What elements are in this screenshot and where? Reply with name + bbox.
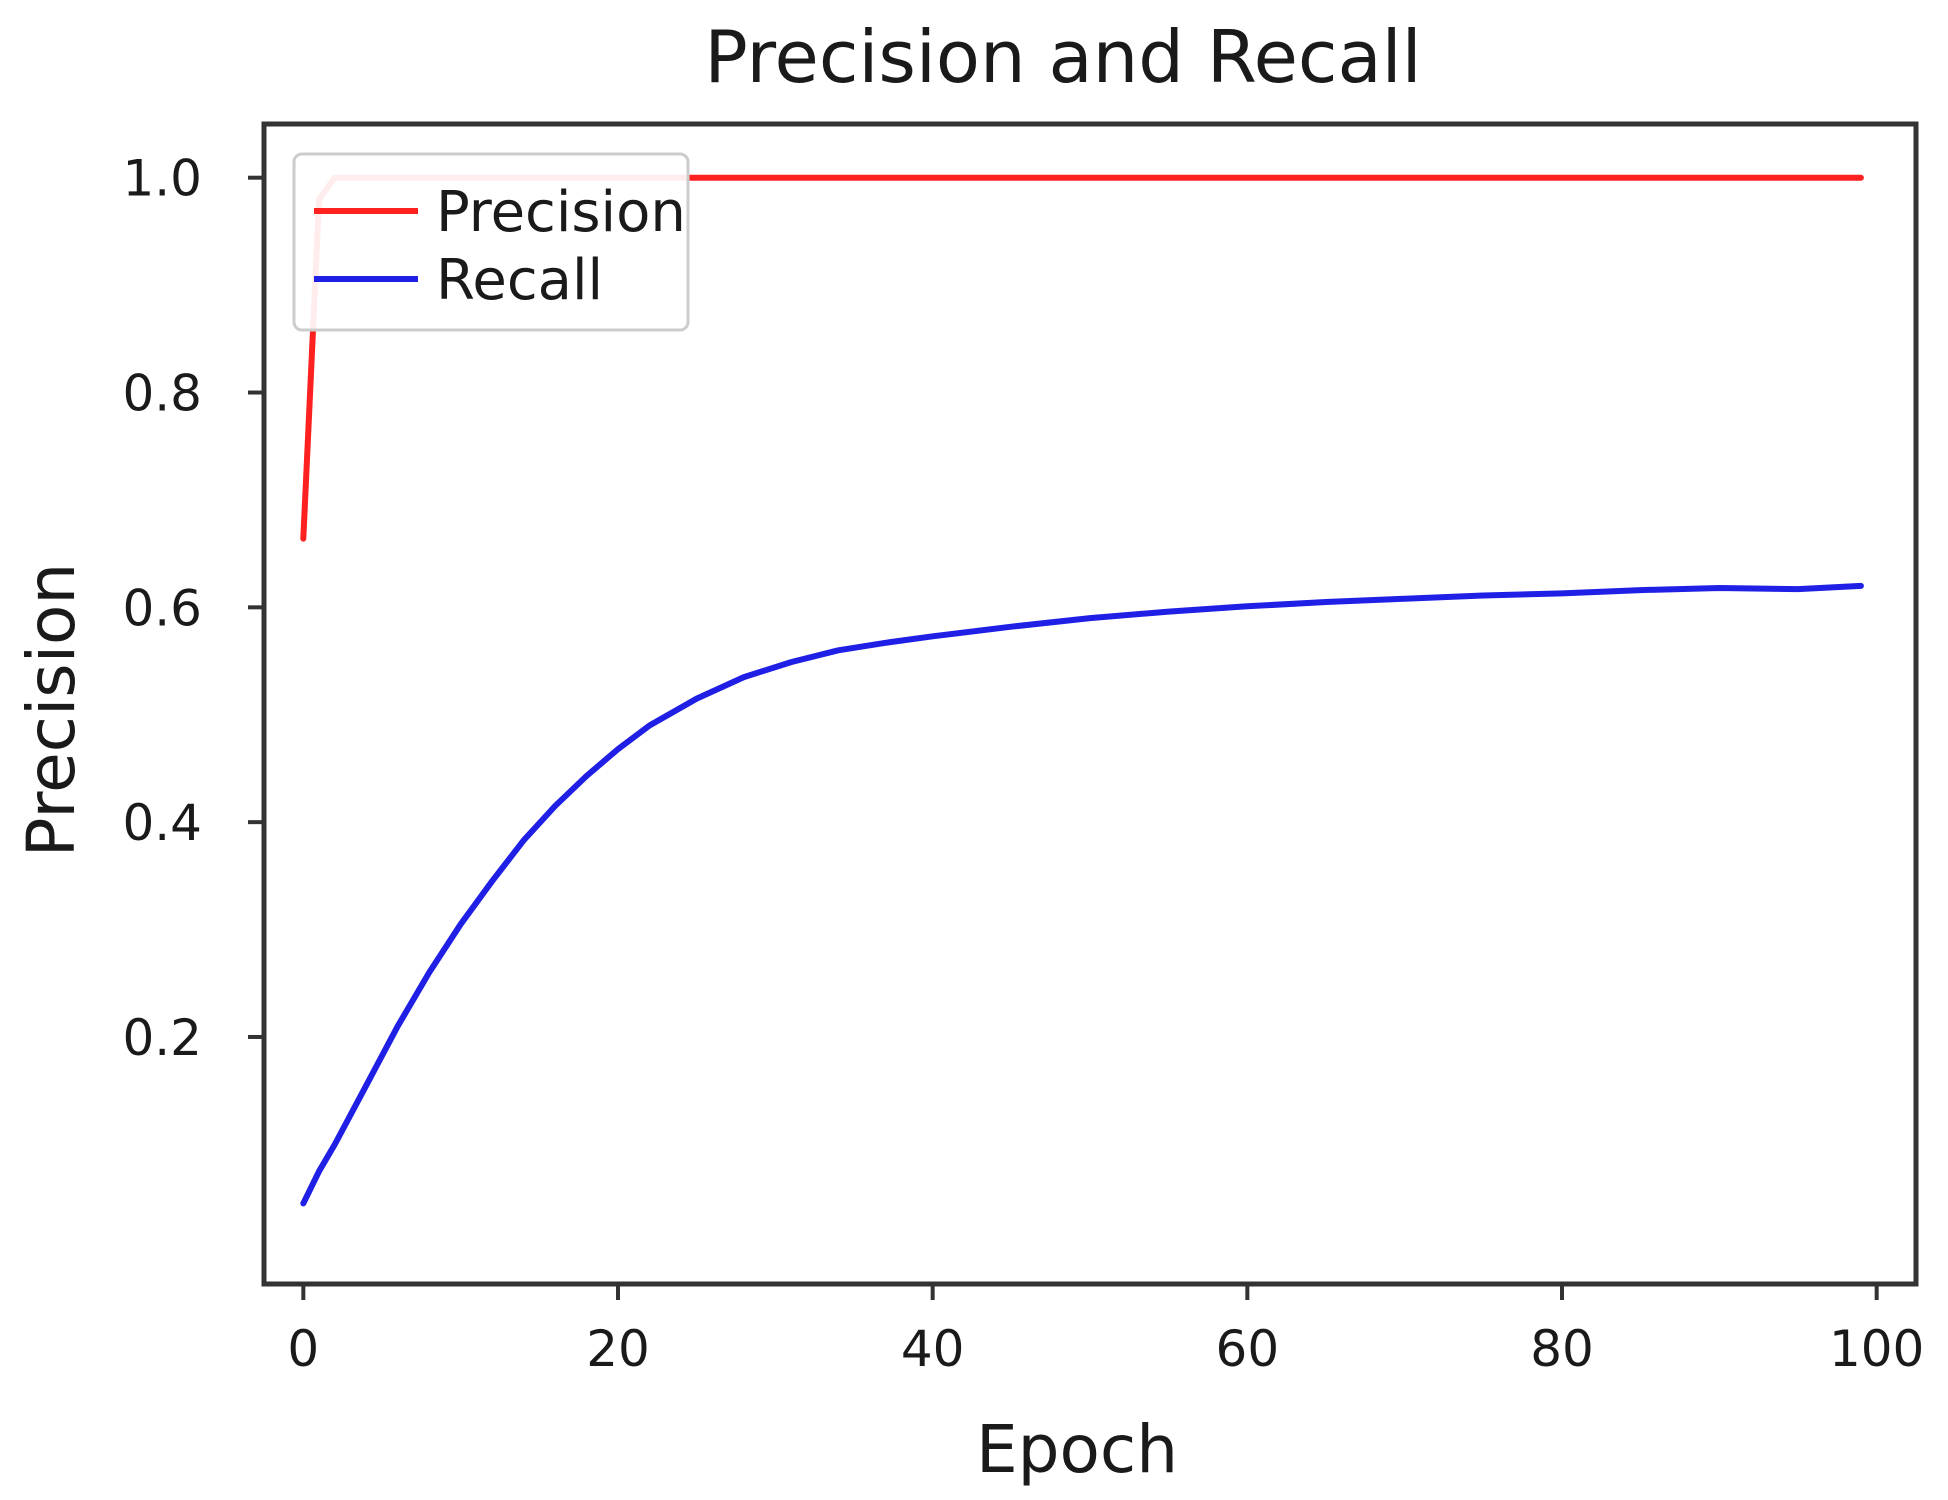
legend-box [292, 152, 690, 332]
x-tick-label: 80 [1530, 1320, 1594, 1378]
x-tick-label: 100 [1829, 1320, 1924, 1378]
y-tick-label: 1.0 [122, 150, 202, 208]
x-tick-label: 20 [586, 1320, 650, 1378]
y-axis-label: Precision [13, 563, 90, 858]
y-tick-label: 0.8 [122, 365, 202, 423]
y-tick-label: 0.6 [122, 579, 202, 637]
legend-label-precision: Precision [436, 180, 686, 245]
x-tick-label: 0 [287, 1320, 319, 1378]
x-axis-ticks: 0 20 40 60 80 100 [287, 1284, 1924, 1378]
y-axis-ticks: 0.2 0.4 0.6 0.8 1.0 [122, 150, 264, 1067]
x-tick-label: 60 [1216, 1320, 1280, 1378]
legend-label-recall: Recall [436, 248, 603, 313]
x-axis-label: Epoch [976, 1411, 1178, 1488]
series-line-recall [300, 582, 1864, 1207]
y-tick-label: 0.4 [122, 794, 202, 852]
chart-title: Precision and Recall [704, 15, 1421, 99]
y-tick-label: 0.2 [122, 1009, 202, 1067]
x-tick-label: 40 [901, 1320, 965, 1378]
